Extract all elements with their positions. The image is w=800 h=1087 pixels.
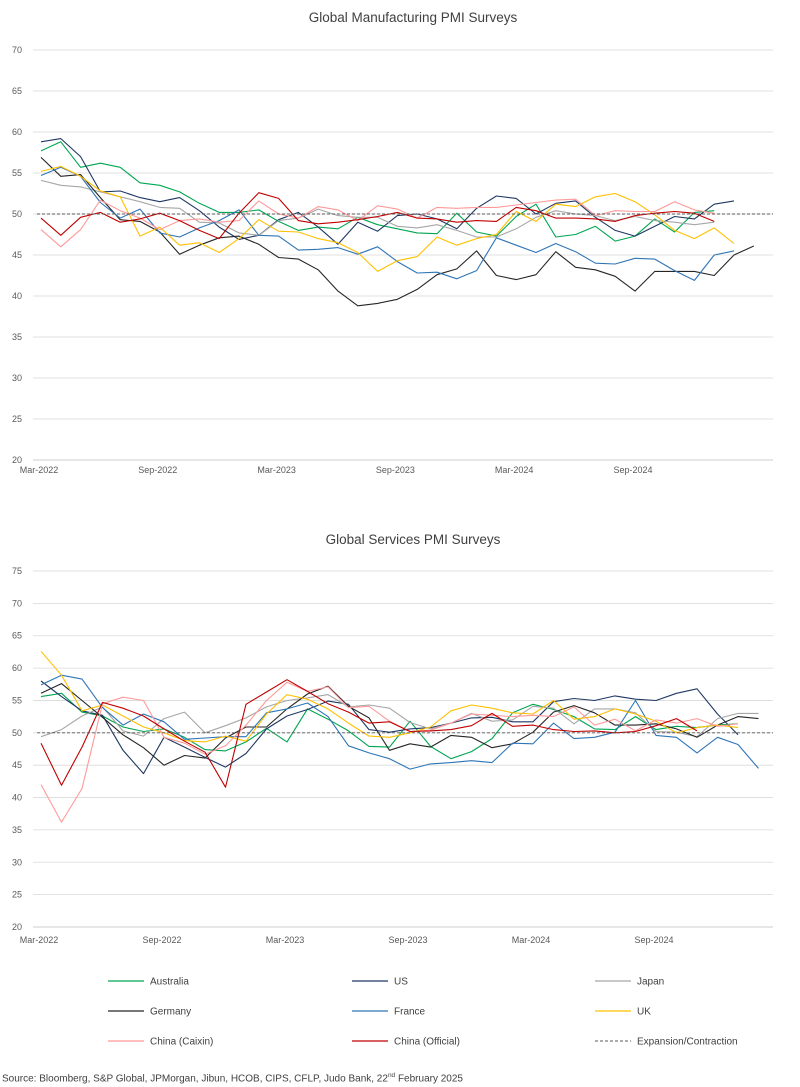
series-line-china-official [40,192,715,240]
x-tick-label: Sep-2023 [376,465,415,475]
x-tick-label: Sep-2024 [634,935,673,945]
y-tick-label: 70 [12,598,22,608]
series-line-france [40,674,759,770]
series-line-germany [40,157,755,307]
legend-label: US [394,977,408,988]
y-tick-label: 25 [12,890,22,900]
series-line-us [40,138,735,245]
y-tick-label: 55 [12,695,22,705]
y-tick-label: 25 [12,414,22,424]
chart-title: Global Services PMI Surveys [326,532,501,547]
y-tick-label: 60 [12,663,22,673]
legend-label: China (Caixin) [150,1037,213,1048]
x-tick-label: Sep-2022 [142,935,181,945]
x-tick-label: Mar-2022 [20,935,59,945]
y-tick-label: 35 [12,825,22,835]
y-tick-label: 60 [12,127,22,137]
y-tick-label: 50 [12,209,22,219]
legend-label: Australia [150,977,189,988]
source-note: Source: Bloomberg, S&P Global, JPMorgan,… [2,1072,463,1084]
series-line-australia [40,141,715,242]
y-tick-label: 65 [12,631,22,641]
x-tick-label: Mar-2023 [266,935,305,945]
legend: Australia US Japan Germany France UK China (Ca… [108,977,738,1048]
y-tick-label: 45 [12,250,22,260]
y-tick-label: 55 [12,168,22,178]
legend-label: Japan [637,977,664,988]
x-tick-label: Mar-2023 [257,465,296,475]
x-tick-label: Sep-2022 [138,465,177,475]
source-suffix: February 2025 [395,1073,463,1085]
y-tick-label: 65 [12,86,22,96]
x-tick-label: Sep-2024 [613,465,652,475]
series-line-us [40,680,739,775]
series-line-china-official [40,679,698,788]
legend-label: Germany [150,1007,191,1018]
y-tick-label: 35 [12,332,22,342]
legend-label: UK [637,1007,651,1018]
series-line-japan [40,694,759,738]
y-tick-label: 30 [12,373,22,383]
source-sup: nd [387,1072,396,1079]
y-tick-label: 75 [12,566,22,576]
y-tick-label: 45 [12,760,22,770]
y-tick-label: 70 [12,45,22,55]
y-tick-label: 30 [12,857,22,867]
series-line-uk [40,165,735,272]
source-prefix: Source: Bloomberg, S&P Global, JPMorgan,… [2,1073,388,1085]
series-line-japan [40,179,715,238]
chart-title: Global Manufacturing PMI Surveys [309,10,518,25]
y-tick-label: 20 [12,455,22,465]
chart-2: Global Services PMI Surveys 20 25 30 35 40 45 5… [12,532,773,945]
series-line-uk [40,650,739,743]
chart-1: Global Manufacturing PMI Surveys 20 25 30 35… [12,10,773,475]
legend-label: China (Official) [394,1037,460,1048]
x-tick-label: Mar-2024 [495,465,534,475]
x-tick-label: Sep-2023 [388,935,427,945]
legend-label: Expansion/Contraction [637,1037,738,1048]
y-tick-label: 40 [12,793,22,803]
legend-label: France [394,1007,426,1018]
y-tick-label: 20 [12,922,22,932]
series-line-germany [40,683,759,766]
y-tick-label: 40 [12,291,22,301]
x-tick-label: Mar-2022 [20,465,59,475]
x-tick-label: Mar-2024 [512,935,551,945]
y-tick-label: 50 [12,728,22,738]
